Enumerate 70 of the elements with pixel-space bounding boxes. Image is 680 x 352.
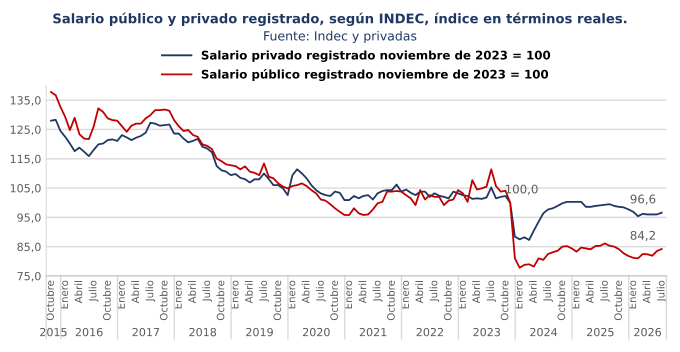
x-tick-label: Enero — [628, 280, 636, 308]
x-tick-label: Octubre — [330, 280, 338, 320]
x-tick-label: Julio — [316, 280, 326, 302]
x-tick-label: Julio — [486, 280, 496, 302]
text: 2015 — [40, 328, 67, 336]
x-tick-label: Julio — [600, 280, 610, 302]
x-tick-label: Julio — [372, 280, 382, 302]
x-tick-label: Enero — [288, 280, 296, 308]
x-tick-label: Julio — [88, 280, 98, 302]
x-tick-label: Abril — [472, 281, 480, 304]
text: 2021 — [360, 328, 386, 336]
x-tick-label: Abril — [302, 281, 310, 304]
x-tick-label: Enero — [344, 280, 352, 308]
x-tick-label: Octubre — [102, 280, 111, 320]
y-tick-label: 85,0 — [17, 242, 41, 252]
x-tick-label: Abril — [586, 281, 594, 304]
legend-label: Salario privado registrado noviembre de 2023 = 100 — [202, 50, 550, 62]
legend-label: Salario público registrado noviembre de 2023 = 100 — [202, 69, 548, 82]
x-tick-label: Julio — [430, 280, 440, 302]
x-tick-label: Abril — [358, 281, 366, 304]
text: 2019 — [246, 328, 273, 336]
text: 2026 — [634, 328, 662, 336]
text: 2016 — [76, 328, 103, 336]
chart-title: Salario público y privado registrado, según INDEC, índice en términos reales. — [53, 12, 626, 26]
x-tick-label: Enero — [231, 280, 239, 308]
x-tick-label: Enero — [572, 280, 580, 308]
x-tick-label: Abril — [188, 281, 196, 304]
x-tick-label: Octubre — [614, 280, 622, 320]
text: 2025 — [587, 328, 614, 336]
x-tick-label: Abril — [642, 281, 650, 304]
x-tick-label: Octubre — [273, 280, 282, 320]
y-tick-label: 95,0 — [17, 213, 41, 223]
text: 2024 — [530, 328, 558, 336]
x-tick-label: Octubre — [557, 280, 566, 320]
y-tick-label: 75,0 — [18, 272, 41, 282]
x-tick-label: Enero — [401, 280, 409, 308]
text: 2017 — [132, 328, 160, 336]
x-tick-label: Julio — [145, 280, 156, 302]
annotation: 100,0 — [506, 184, 538, 195]
x-tick-label: Octubre — [216, 280, 224, 320]
y-tick-label: 115,0 — [10, 154, 41, 164]
line-series — [50, 91, 663, 269]
x-tick-label: Octubre — [386, 280, 395, 320]
x-tick-label: Abril — [528, 281, 537, 304]
y-tick-label: 135,0 — [10, 96, 41, 106]
annotation: 96,6 — [630, 194, 656, 205]
x-tick-label: Octubre — [46, 280, 54, 320]
x-tick-label: Julio — [202, 280, 212, 302]
y-tick-label: 105,0 — [10, 184, 41, 194]
x-tick-label: Abril — [415, 281, 424, 304]
text: 2020 — [302, 328, 330, 336]
chart-subtitle: Fuente: Indec y privadas — [264, 30, 416, 44]
text: 2018 — [189, 328, 216, 336]
x-tick-label: Julio — [259, 280, 269, 302]
text: 2023 — [473, 328, 500, 336]
x-tick-label: Abril — [74, 281, 82, 304]
x-tick-label: Enero — [60, 280, 68, 308]
x-tick-label: Abril — [244, 281, 253, 304]
annotation: 84,2 — [630, 230, 655, 241]
text: 2022 — [416, 328, 443, 336]
x-tick-label: Octubre — [160, 280, 168, 320]
x-tick-label: Julio — [656, 280, 666, 302]
x-tick-label: Abril — [131, 281, 140, 304]
x-tick-label: Enero — [117, 280, 125, 308]
x-tick-label: Julio — [543, 280, 553, 302]
y-tick-label: 125,0 — [10, 125, 41, 135]
line-series — [50, 118, 663, 241]
x-tick-label: Octubre — [500, 280, 508, 320]
x-tick-label: Enero — [515, 280, 523, 308]
x-tick-label: Octubre — [444, 280, 452, 320]
